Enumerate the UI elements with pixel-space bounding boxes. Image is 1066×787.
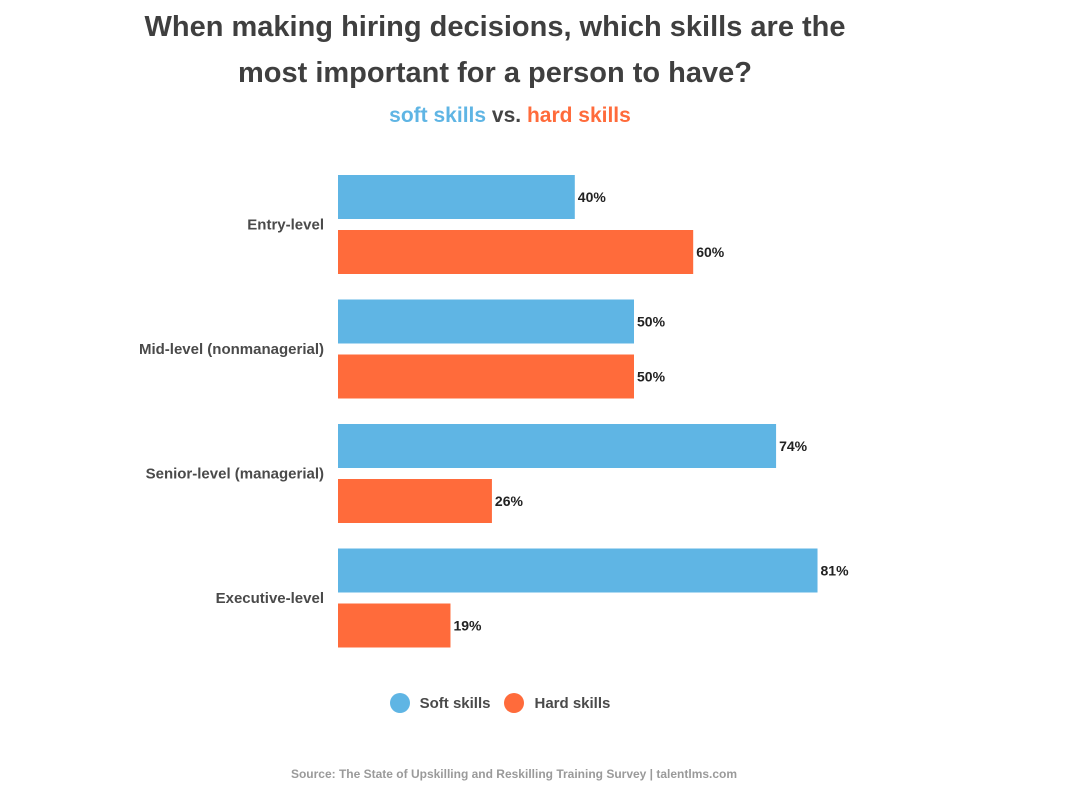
bar-hard <box>338 603 451 648</box>
data-label-soft: 81% <box>821 563 850 579</box>
category-label: Executive-level <box>216 590 324 607</box>
data-label-hard: 19% <box>453 618 482 634</box>
source-note: Source: The State of Upskilling and Resk… <box>290 767 738 781</box>
data-label-hard: 26% <box>495 493 524 509</box>
data-label-hard: 50% <box>637 369 666 385</box>
category-label: Entry-level <box>247 217 324 234</box>
bar-soft <box>338 424 777 468</box>
bar-soft <box>338 548 818 593</box>
legend: Soft skills Hard skills <box>0 693 1000 713</box>
chart-title: When making hiring decisions, which skil… <box>0 4 990 96</box>
data-label-soft: 40% <box>578 189 607 205</box>
data-label-soft: 74% <box>779 438 808 454</box>
legend-label-hard: Hard skills <box>534 694 611 712</box>
subtitle-vs: vs. <box>491 104 522 127</box>
legend-marker-soft <box>389 693 410 713</box>
subtitle-hard: hard skills <box>526 104 631 127</box>
bar-soft <box>338 299 634 344</box>
title-line-2: most important for a person to have? <box>238 57 752 89</box>
bar-hard <box>338 230 694 274</box>
data-label-soft: 50% <box>637 314 666 330</box>
data-label-hard: 60% <box>696 244 725 260</box>
subtitle-soft: soft skills <box>389 104 487 127</box>
bar-hard <box>338 354 634 399</box>
title-line-1: When making hiring decisions, which skil… <box>144 11 846 43</box>
category-label: Mid-level (nonmanagerial) <box>139 341 324 358</box>
legend-item-soft: Soft skills <box>389 693 491 713</box>
bar-soft <box>338 175 575 219</box>
legend-marker-hard <box>504 693 525 713</box>
legend-label-soft: Soft skills <box>419 694 491 712</box>
bar-chart: Entry-level 40% 60% Mid-level (nonmanageria… <box>139 175 850 648</box>
bar-hard <box>338 479 492 523</box>
chart-subtitle: soft skills vs. hard skills <box>0 102 1020 130</box>
category-label: Senior-level (managerial) <box>146 466 324 483</box>
legend-item-hard: Hard skills <box>504 693 610 713</box>
